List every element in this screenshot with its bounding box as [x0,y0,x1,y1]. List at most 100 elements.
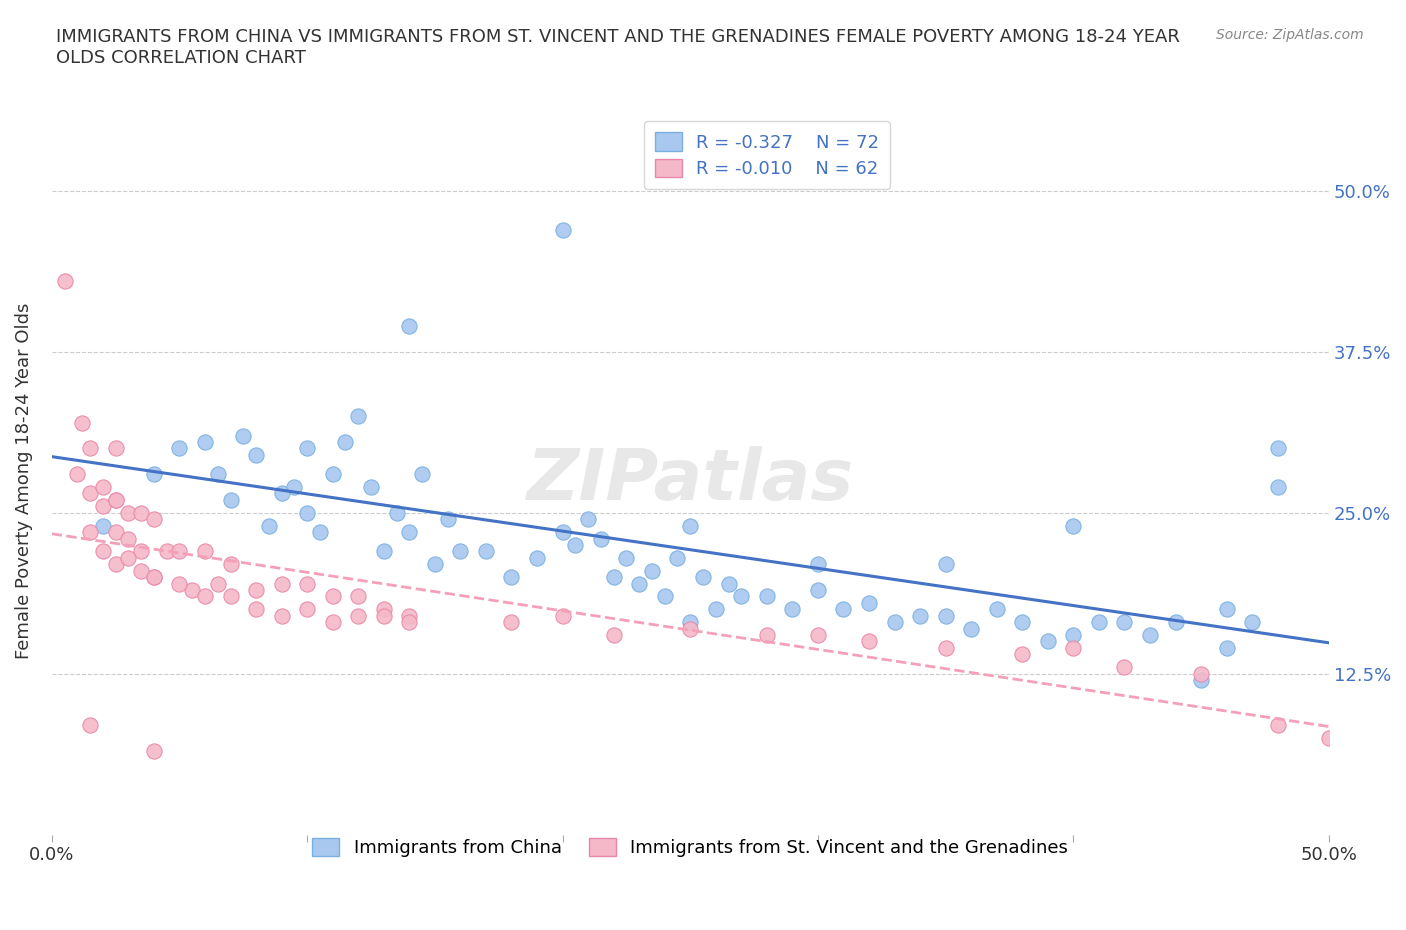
Point [526,551,548,565]
Point [1189,666,1212,681]
Point [692,570,714,585]
Point [679,518,702,533]
Point [104,493,127,508]
Legend: Immigrants from China, Immigrants from St. Vincent and the Grenadines: Immigrants from China, Immigrants from S… [301,827,1078,868]
Point [194,544,217,559]
Point [807,557,830,572]
Point [91,518,114,533]
Point [1267,441,1289,456]
Point [156,544,179,559]
Point [117,551,139,565]
Point [142,570,165,585]
Point [322,589,344,604]
Point [270,576,292,591]
Point [398,615,420,630]
Point [194,434,217,449]
Point [245,602,267,617]
Point [1062,518,1084,533]
Point [730,589,752,604]
Point [589,531,612,546]
Point [551,525,574,539]
Point [1139,628,1161,643]
Point [129,544,152,559]
Point [207,467,229,482]
Point [91,498,114,513]
Point [1164,615,1187,630]
Point [960,621,983,636]
Point [807,582,830,597]
Point [654,589,676,604]
Point [295,505,318,520]
Point [79,525,101,539]
Text: ZIPatlas: ZIPatlas [527,446,853,515]
Point [858,634,880,649]
Point [1088,615,1111,630]
Point [616,551,638,565]
Point [169,576,191,591]
Point [53,273,76,288]
Point [1241,615,1264,630]
Point [704,602,727,617]
Point [551,222,574,237]
Point [883,615,905,630]
Point [117,531,139,546]
Point [1062,641,1084,656]
Point [1011,615,1033,630]
Point [1215,602,1237,617]
Point [385,505,408,520]
Point [295,441,318,456]
Point [142,570,165,585]
Point [398,319,420,334]
Point [602,628,624,643]
Point [79,718,101,733]
Point [194,589,217,604]
Point [322,467,344,482]
Point [295,576,318,591]
Point [79,486,101,501]
Point [935,557,957,572]
Point [104,525,127,539]
Point [129,564,152,578]
Point [373,608,395,623]
Point [986,602,1008,617]
Point [1011,647,1033,662]
Point [602,570,624,585]
Point [373,602,395,617]
Point [679,621,702,636]
Text: IMMIGRANTS FROM CHINA VS IMMIGRANTS FROM ST. VINCENT AND THE GRENADINES FEMALE P: IMMIGRANTS FROM CHINA VS IMMIGRANTS FROM… [56,28,1180,67]
Point [807,628,830,643]
Point [1114,659,1136,674]
Point [104,557,127,572]
Point [411,467,433,482]
Point [322,615,344,630]
Point [436,512,458,526]
Point [219,589,242,604]
Point [142,467,165,482]
Point [935,608,957,623]
Point [360,480,382,495]
Point [219,493,242,508]
Point [207,576,229,591]
Point [270,608,292,623]
Point [935,641,957,656]
Point [295,602,318,617]
Point [832,602,855,617]
Point [908,608,931,623]
Point [169,441,191,456]
Y-axis label: Female Poverty Among 18-24 Year Olds: Female Poverty Among 18-24 Year Olds [15,302,32,658]
Point [91,480,114,495]
Point [564,538,586,552]
Point [576,512,599,526]
Point [181,582,204,597]
Point [1267,718,1289,733]
Point [1114,615,1136,630]
Point [755,589,778,604]
Point [1036,634,1059,649]
Point [551,608,574,623]
Point [232,428,254,443]
Point [91,544,114,559]
Point [858,595,880,610]
Point [782,602,804,617]
Point [641,564,664,578]
Point [347,608,370,623]
